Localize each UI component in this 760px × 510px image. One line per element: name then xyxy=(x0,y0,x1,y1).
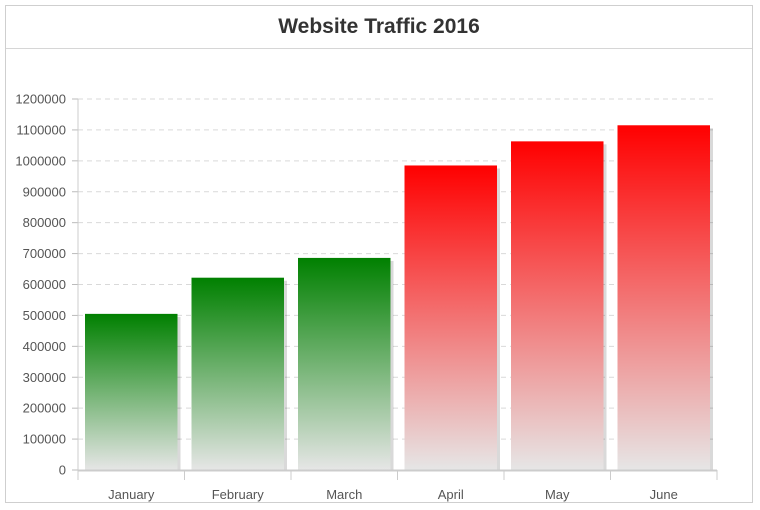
x-tick-label: May xyxy=(545,487,570,502)
y-tick-label: 1000000 xyxy=(15,153,66,168)
bar xyxy=(404,165,497,471)
y-tick-label: 0 xyxy=(59,463,66,478)
bar xyxy=(298,257,391,470)
bar xyxy=(191,277,284,470)
x-tick-label: June xyxy=(650,487,678,502)
x-tick-label: February xyxy=(212,487,265,502)
x-tick-label: April xyxy=(438,487,464,502)
y-tick-label: 500000 xyxy=(23,308,66,323)
y-tick-label: 700000 xyxy=(23,246,66,261)
y-tick-label: 200000 xyxy=(23,401,66,416)
x-tick-label: January xyxy=(108,487,155,502)
y-tick-label: 800000 xyxy=(23,215,66,230)
x-tick-label: March xyxy=(326,487,362,502)
y-tick-label: 1200000 xyxy=(15,92,66,107)
y-tick-label: 600000 xyxy=(23,277,66,292)
y-tick-label: 900000 xyxy=(23,184,66,199)
y-tick-label: 100000 xyxy=(23,432,66,447)
chart-header: Website Traffic 2016 xyxy=(6,6,752,49)
bar xyxy=(617,125,710,470)
chart-title: Website Traffic 2016 xyxy=(278,15,480,38)
bar xyxy=(511,141,604,470)
bar xyxy=(85,313,178,470)
y-tick-label: 400000 xyxy=(23,339,66,354)
y-tick-label: 1100000 xyxy=(16,122,66,137)
y-tick-label: 300000 xyxy=(23,370,66,385)
